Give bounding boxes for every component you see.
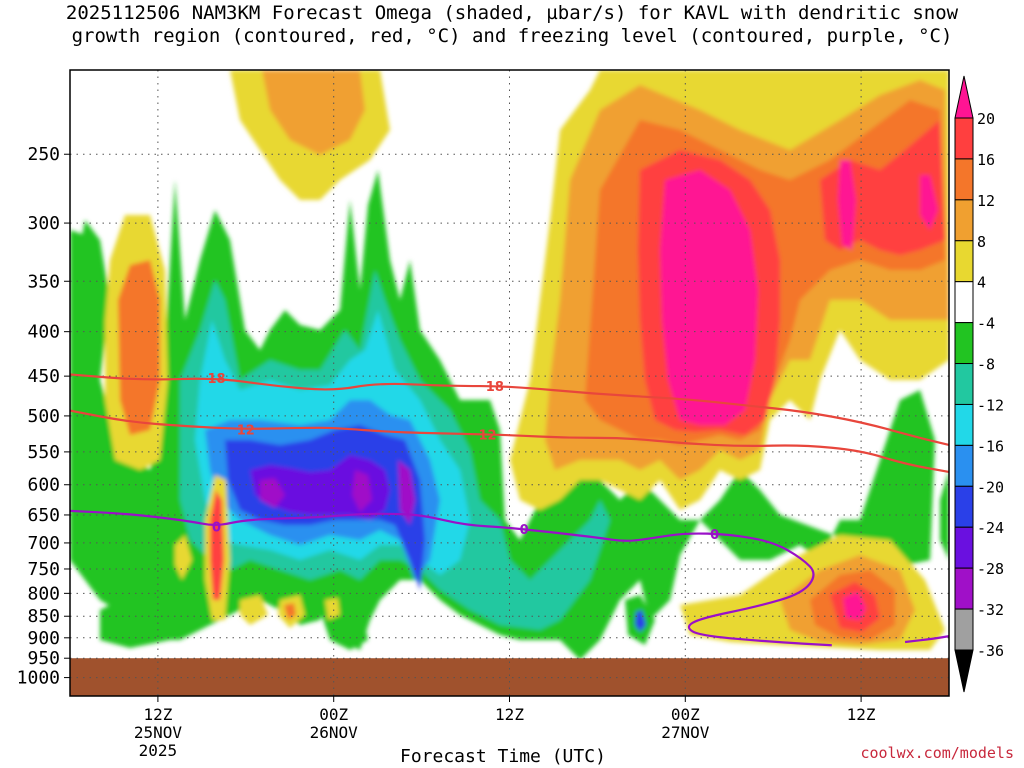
colorbar-bottom-arrow xyxy=(954,649,974,693)
colorbar-swatch xyxy=(954,281,974,324)
credit-text: coolwx.com/models xyxy=(860,744,1014,762)
y-tick-label: 1000 xyxy=(17,668,60,689)
colorbar-label: -16 xyxy=(977,437,1004,455)
x-tick-label: 12Z xyxy=(495,705,524,724)
colorbar-label: -36 xyxy=(977,642,1004,660)
colorbar-swatch xyxy=(954,403,974,446)
temperature-contours: 18 18 12 12 0 0 0 xyxy=(69,372,950,647)
y-tick-label: 400 xyxy=(27,322,60,343)
y-tick-label: 500 xyxy=(27,406,60,427)
omega-pink-small-core xyxy=(838,160,938,250)
colorbar-label: 16 xyxy=(977,151,995,169)
y-tick-label: 450 xyxy=(27,366,60,387)
x-tick-label: 12Z xyxy=(143,705,172,724)
omega-pink-core xyxy=(660,170,758,425)
x-tick-label: 26NOV xyxy=(310,723,359,742)
omega-lower-pink-core xyxy=(843,592,866,620)
x-tick-label: 12Z xyxy=(847,705,876,724)
colorbar: 20 16 12 8 4 -4 -8 -12 -16 -20 -24 -28 -32 -36 xyxy=(954,75,1004,693)
y-tick-label: 600 xyxy=(27,475,60,496)
colorbar-swatch xyxy=(954,444,974,487)
y-tick-label: 950 xyxy=(27,648,60,669)
colorbar-label: 12 xyxy=(977,192,995,210)
colorbar-label: 20 xyxy=(977,110,995,128)
omega-purple-core-left xyxy=(260,478,285,508)
contour-label: 18 xyxy=(486,380,504,395)
x-tick-label: 25NOV xyxy=(134,723,183,742)
title-line-2: growth region (contoured, red, °C) and f… xyxy=(71,25,953,47)
colorbar-swatch xyxy=(954,117,974,160)
omega-orange-left-column xyxy=(118,260,160,435)
omega-orange-upper xyxy=(262,70,365,155)
omega-small-yellow-blobs xyxy=(175,535,340,628)
y-tick-label: 800 xyxy=(27,583,60,604)
y-tick-label: 900 xyxy=(27,628,60,649)
x-axis-title: Forecast Time (UTC) xyxy=(400,746,606,767)
colorbar-swatch xyxy=(954,363,974,405)
grid-lines xyxy=(70,70,949,696)
contour-0 xyxy=(69,509,832,647)
colorbar-label: 4 xyxy=(977,274,986,292)
colorbar-label: -4 xyxy=(977,315,995,333)
colorbar-swatch xyxy=(954,199,974,242)
y-tick-label: 700 xyxy=(27,533,60,554)
colorbar-label: -8 xyxy=(977,356,995,374)
colorbar-label: -32 xyxy=(977,601,1004,619)
colorbar-swatch xyxy=(954,526,974,569)
title-line-1: 2025112506 NAM3KM Forecast Omega (shaded… xyxy=(65,2,959,24)
colorbar-swatch xyxy=(954,240,974,283)
ground-below-surface xyxy=(70,658,949,696)
colorbar-label: 8 xyxy=(977,233,986,251)
omega-shading xyxy=(70,70,949,660)
colorbar-label: -20 xyxy=(977,478,1004,496)
y-tick-label: 300 xyxy=(27,213,60,234)
chart-title: 2025112506 NAM3KM Forecast Omega (shaded… xyxy=(0,2,1024,48)
y-axis: 2503003504004505005506006507007508008509… xyxy=(17,144,70,689)
colorbar-label: -28 xyxy=(977,560,1004,578)
colorbar-swatch xyxy=(954,608,974,651)
colorbar-swatch xyxy=(954,485,974,528)
omega-green-right-column xyxy=(940,470,949,560)
contour-label: 12 xyxy=(478,429,496,444)
colorbar-swatch xyxy=(954,322,974,365)
omega-purple-core-right xyxy=(398,460,415,525)
contour-label: 18 xyxy=(207,372,225,387)
omega-narrow-red-column-core xyxy=(210,490,224,600)
colorbar-swatch xyxy=(954,567,974,610)
colorbar-top-arrow xyxy=(954,75,974,119)
contour-label: 0 xyxy=(212,520,221,535)
contour-label: 0 xyxy=(710,528,719,543)
colorbar-swatch xyxy=(954,158,974,201)
contour-0b xyxy=(904,635,950,644)
y-tick-label: 650 xyxy=(27,505,60,526)
y-tick-label: 750 xyxy=(27,559,60,580)
x-tick-label: 2025 xyxy=(139,741,178,760)
omega-green-left-column xyxy=(70,220,105,420)
x-tick-label: 27NOV xyxy=(661,723,710,742)
y-tick-label: 550 xyxy=(27,442,60,463)
x-tick-label: 00Z xyxy=(671,705,700,724)
x-tick-label: 00Z xyxy=(319,705,348,724)
colorbar-label: -12 xyxy=(977,396,1004,414)
omega-small-blue-blob xyxy=(635,610,646,632)
contour--18 xyxy=(69,373,950,447)
contour-label: 0 xyxy=(520,523,529,538)
contour--12 xyxy=(69,409,950,474)
y-tick-label: 350 xyxy=(27,271,60,292)
contour-label: 12 xyxy=(237,423,255,438)
omega-small-orange-blob xyxy=(284,603,296,620)
y-tick-label: 250 xyxy=(27,144,60,165)
colorbar-label: -24 xyxy=(977,519,1004,537)
omega-purple-core-mid xyxy=(352,470,372,512)
y-tick-label: 850 xyxy=(27,606,60,627)
